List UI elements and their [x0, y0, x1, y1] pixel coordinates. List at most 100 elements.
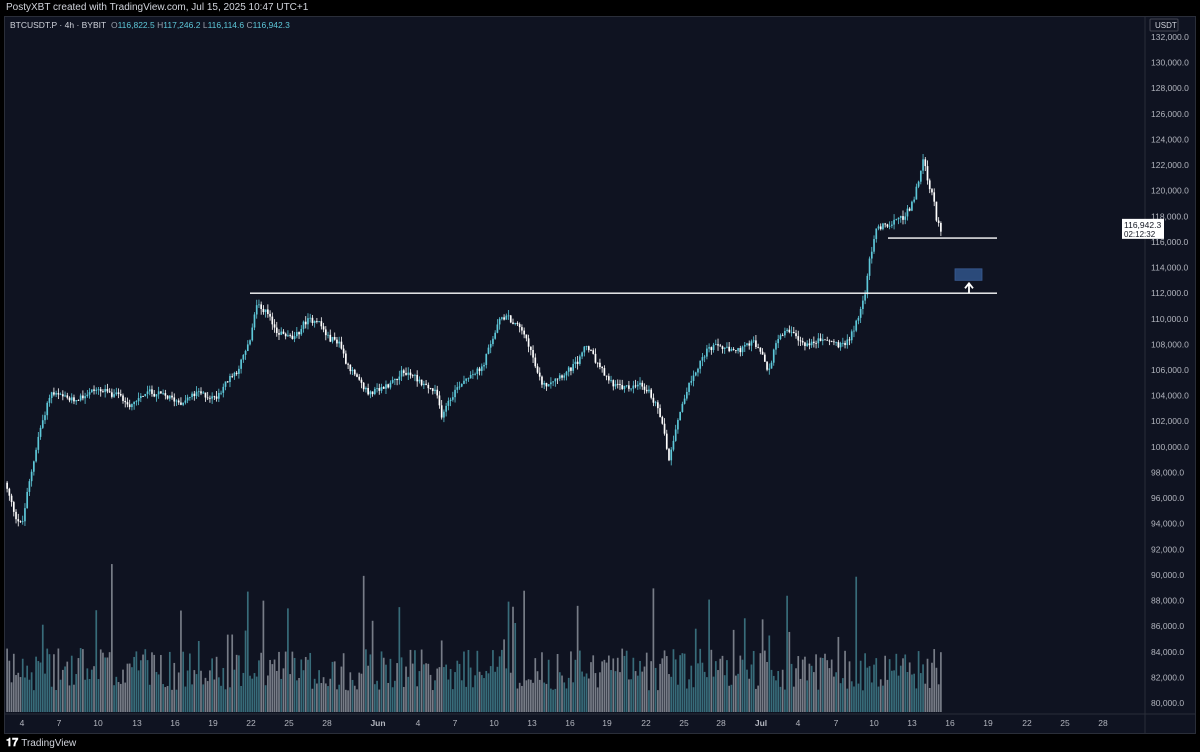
- volume-bar: [928, 687, 931, 712]
- candle-body: [443, 411, 445, 418]
- candle-body: [15, 511, 17, 520]
- volume-bar: [634, 671, 637, 712]
- candle-body: [131, 404, 133, 408]
- y-tick-label: 96,000.0: [1151, 493, 1184, 503]
- volume-bar: [494, 671, 497, 712]
- candle-body: [882, 223, 884, 230]
- attribution-text: PostyXBT created with TradingView.com, J…: [6, 2, 309, 13]
- candle-body: [503, 317, 505, 320]
- candle-body: [826, 339, 829, 341]
- volume-bar: [68, 685, 71, 712]
- volume-bar: [668, 674, 670, 712]
- candle-body: [362, 382, 365, 390]
- volume-bar: [472, 687, 474, 712]
- candle-body: [231, 375, 234, 377]
- candle-body: [367, 387, 369, 395]
- candle-body: [438, 395, 441, 406]
- volume-bar: [685, 688, 688, 712]
- candle-body: [164, 393, 167, 396]
- volume-bar: [913, 673, 915, 712]
- candle-body: [318, 321, 320, 322]
- candle-body: [68, 397, 71, 401]
- candle-body: [115, 392, 118, 395]
- volume-bar: [817, 689, 820, 712]
- candle-body: [97, 389, 100, 391]
- candle-body: [848, 339, 851, 341]
- x-tick-label: 7: [834, 718, 839, 728]
- candle-body: [766, 361, 768, 370]
- volume-bar: [741, 659, 744, 712]
- candle-body: [799, 340, 802, 342]
- candle-body: [451, 397, 454, 400]
- volume-bar: [59, 679, 62, 712]
- y-tick-label: 84,000.0: [1151, 647, 1184, 657]
- candle-body: [233, 372, 236, 377]
- candle-body: [46, 402, 49, 416]
- y-tick-label: 82,000.0: [1151, 672, 1184, 682]
- candle-body: [378, 388, 381, 391]
- volume-bar: [813, 672, 815, 712]
- candle-body: [235, 372, 238, 374]
- volume-bar: [681, 653, 684, 712]
- candle-body: [893, 219, 895, 225]
- volume-bar: [864, 653, 866, 712]
- candle-body: [195, 391, 198, 397]
- volume-bar: [77, 658, 80, 712]
- volume-bar: [50, 686, 53, 712]
- volume-bar: [329, 678, 332, 712]
- candle-body: [177, 400, 180, 403]
- candle-body: [768, 368, 771, 370]
- candle-body: [423, 383, 425, 386]
- x-tick-label: 19: [602, 718, 612, 728]
- x-tick-label: 28: [1098, 718, 1108, 728]
- x-tick-label: 25: [284, 718, 294, 728]
- candle-body: [313, 321, 316, 323]
- volume-bar: [431, 690, 434, 712]
- candle-body: [300, 328, 303, 335]
- volume-bar: [295, 680, 298, 712]
- volume-bar: [933, 649, 936, 712]
- candle-body: [614, 383, 617, 387]
- volume-bar: [124, 682, 127, 712]
- y-tick-label: 120,000.0: [1151, 186, 1189, 196]
- candle-body: [429, 388, 432, 390]
- candle-body: [875, 228, 878, 240]
- volume-bar: [269, 659, 271, 712]
- volume-bar: [113, 685, 115, 712]
- candle-body: [817, 338, 820, 344]
- volume-bar: [543, 682, 546, 712]
- candle-body: [641, 382, 644, 387]
- volume-bar: [670, 676, 673, 712]
- candle-body: [728, 346, 731, 352]
- candle-body: [104, 388, 107, 392]
- candle-body: [113, 394, 115, 397]
- volume-bar: [144, 649, 147, 712]
- candle-body: [556, 378, 559, 380]
- volume-bar: [164, 687, 167, 712]
- candle-body: [601, 367, 603, 369]
- volume-bar: [206, 681, 209, 712]
- candle-body: [547, 384, 550, 387]
- volume-bar: [692, 687, 695, 712]
- volume-bar: [757, 685, 759, 712]
- low-value: 116,114.6: [207, 20, 245, 30]
- volume-bar: [621, 648, 624, 712]
- attribution-bar: PostyXBT created with TradingView.com, J…: [0, 0, 1200, 16]
- candle-body: [391, 379, 394, 383]
- candle-body: [853, 330, 855, 332]
- candle-body: [340, 341, 343, 349]
- candle-body: [708, 347, 710, 349]
- volume-bar: [931, 662, 933, 712]
- tradingview-logo[interactable]: 𝟏𝟕 TradingView: [6, 737, 76, 750]
- candle-body: [879, 226, 882, 230]
- volume-bar: [721, 655, 724, 712]
- candle-body: [8, 488, 11, 496]
- candle-body: [739, 348, 742, 353]
- volume-bar: [797, 656, 800, 712]
- candle-body: [654, 402, 657, 404]
- volume-bar: [514, 622, 517, 712]
- volume-bar: [267, 675, 269, 712]
- chart-pane[interactable]: [4, 16, 1196, 734]
- candle-body: [534, 357, 537, 367]
